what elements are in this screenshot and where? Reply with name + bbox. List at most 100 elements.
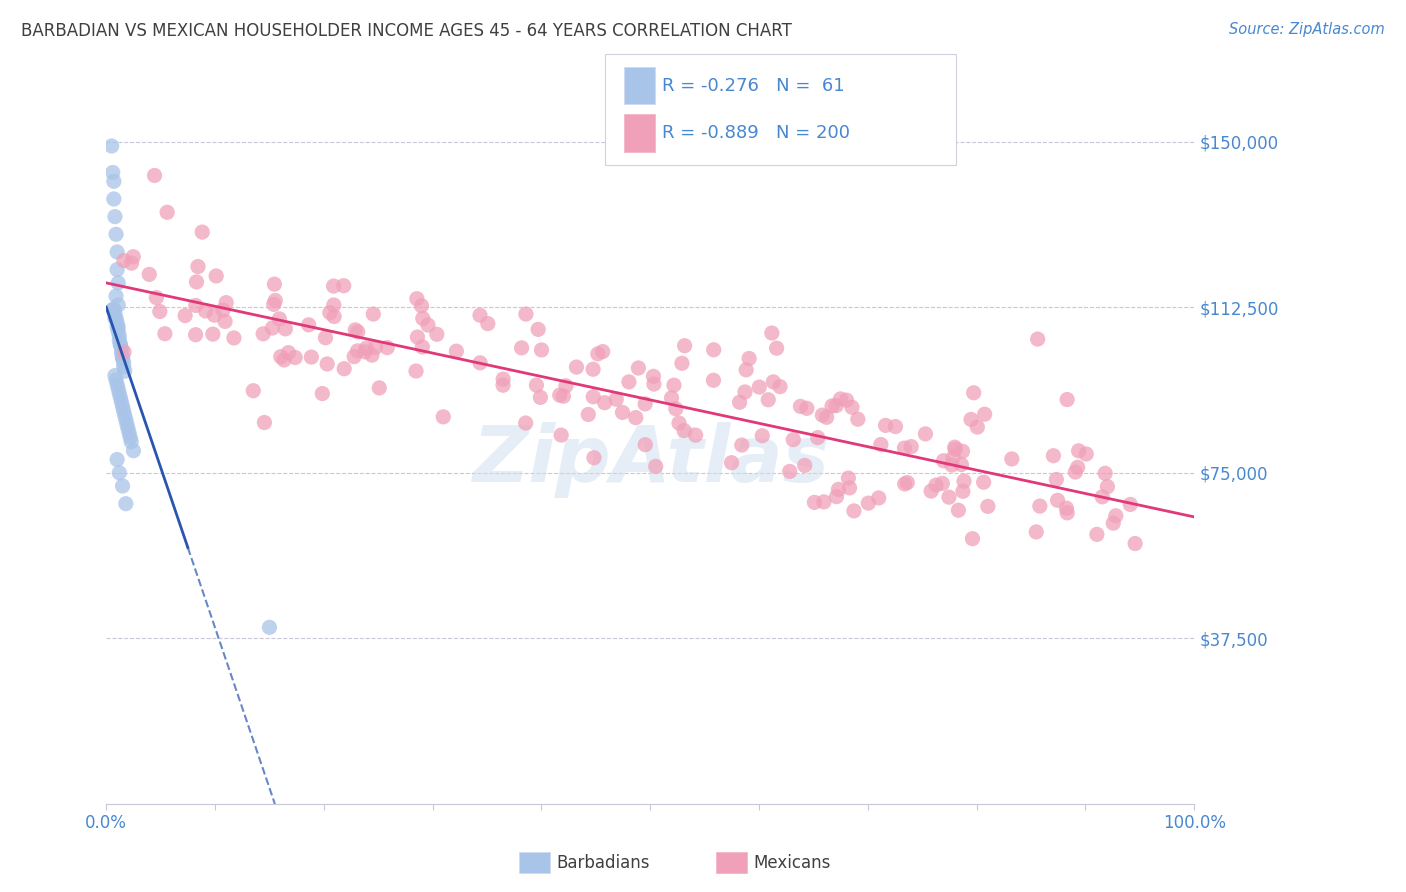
Point [738, 351, 761, 366]
Point [112, 355, 135, 369]
Point [322, 279, 344, 293]
Point [138, 268, 160, 282]
Text: Mexicans: Mexicans [754, 854, 831, 871]
Point [627, 361, 650, 376]
Point [1029, 499, 1052, 513]
Point [121, 256, 143, 270]
Point [941, 458, 963, 472]
Point [110, 391, 132, 405]
Point [643, 377, 665, 392]
Point [153, 326, 176, 341]
Point [215, 295, 238, 310]
Point [411, 340, 433, 354]
Point [550, 428, 572, 442]
Point [105, 244, 128, 259]
Point [343, 350, 366, 364]
Point [1054, 501, 1077, 516]
Point [782, 433, 804, 447]
Point [263, 277, 285, 292]
Point [932, 454, 955, 468]
Point [731, 438, 754, 452]
Point [914, 426, 936, 441]
Point [1026, 332, 1049, 346]
Point [807, 431, 830, 445]
Point [825, 490, 848, 504]
Point [107, 298, 129, 312]
Point [105, 262, 128, 277]
Point [214, 314, 236, 328]
Point [1105, 508, 1128, 523]
Point [803, 495, 825, 509]
Point [105, 289, 128, 303]
Point [103, 174, 125, 188]
Point [942, 450, 965, 465]
Point [515, 307, 537, 321]
Point [779, 465, 801, 479]
Point [115, 417, 138, 432]
Point [662, 378, 685, 392]
Point [920, 484, 942, 499]
Point [187, 260, 209, 274]
Point [143, 169, 166, 183]
Point [644, 459, 666, 474]
Point [592, 344, 614, 359]
Point [555, 378, 578, 392]
Point [114, 413, 136, 427]
Point [468, 356, 491, 370]
Point [104, 307, 127, 321]
Point [1102, 516, 1125, 531]
Point [1094, 467, 1116, 481]
Point [769, 379, 792, 393]
Point [748, 380, 770, 394]
Point [114, 497, 136, 511]
Point [184, 298, 207, 312]
Point [186, 275, 208, 289]
Point [191, 225, 214, 239]
Point [201, 327, 224, 342]
Point [1076, 447, 1098, 461]
Point [446, 344, 468, 359]
Point [529, 391, 551, 405]
Point [1091, 490, 1114, 504]
Point [966, 420, 988, 434]
Point [284, 351, 307, 365]
Point [526, 378, 548, 392]
Point [120, 430, 142, 444]
Point [734, 384, 756, 399]
Point [1085, 527, 1108, 541]
Point [242, 384, 264, 398]
Point [527, 322, 550, 336]
Text: Source: ZipAtlas.com: Source: ZipAtlas.com [1229, 22, 1385, 37]
Point [634, 397, 657, 411]
Point [953, 474, 976, 488]
Point [375, 341, 398, 355]
Point [299, 350, 322, 364]
Point [156, 205, 179, 219]
Point [673, 424, 696, 438]
Point [1066, 460, 1088, 475]
Point [1097, 480, 1119, 494]
Point [108, 386, 131, 401]
Point [582, 450, 605, 465]
Point [264, 293, 287, 308]
Point [973, 475, 995, 490]
Point [104, 311, 127, 326]
Point [1056, 506, 1078, 520]
Point [112, 253, 135, 268]
Point [963, 385, 986, 400]
Point [492, 372, 515, 386]
Point [104, 210, 127, 224]
Point [364, 340, 387, 354]
Point [344, 323, 367, 337]
Point [617, 375, 640, 389]
Point [426, 327, 449, 342]
Point [432, 409, 454, 424]
Point [105, 377, 128, 392]
Point [813, 495, 835, 509]
Point [875, 418, 897, 433]
Point [111, 479, 134, 493]
Point [274, 322, 297, 336]
Point [107, 382, 129, 396]
Point [789, 400, 811, 414]
Point [925, 478, 948, 492]
